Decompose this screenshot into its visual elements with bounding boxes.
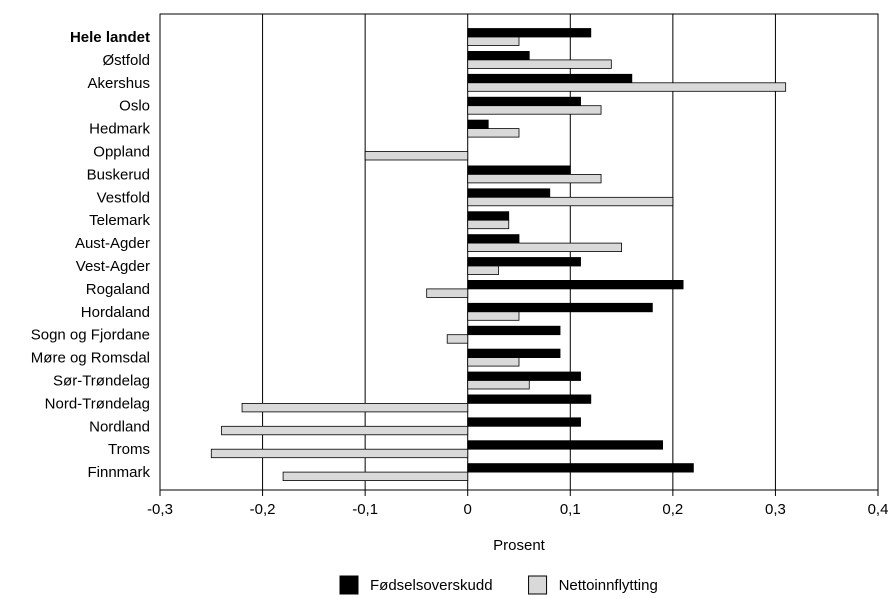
bar — [467, 211, 510, 221]
y-tick-label: Troms — [108, 441, 150, 458]
bar — [467, 96, 581, 107]
bar — [467, 73, 633, 84]
legend-label: Nettoinnflytting — [559, 577, 658, 594]
y-tick-label: Aust-Agder — [75, 235, 150, 252]
bar — [467, 28, 592, 38]
x-tick-label: 0,1 — [560, 501, 581, 518]
bar — [467, 51, 530, 61]
x-tick-label: 0,2 — [662, 501, 683, 518]
y-tick-label: Hele landet — [70, 29, 150, 46]
y-tick-label: Nord-Trøndelag — [45, 395, 150, 412]
y-tick-label: Sør-Trøndelag — [53, 372, 150, 389]
bar — [467, 357, 520, 367]
bar — [467, 279, 684, 290]
y-tick-label: Vest-Agder — [76, 258, 150, 275]
x-tick-label: -0,1 — [352, 501, 378, 518]
y-tick-label: Nordland — [89, 418, 150, 435]
bar — [467, 325, 561, 336]
y-tick-label: Møre og Romsdal — [31, 350, 150, 367]
y-tick-label: Akershus — [87, 75, 150, 92]
y-tick-label: Hedmark — [89, 121, 150, 138]
bar — [467, 311, 520, 321]
bar — [467, 380, 530, 390]
bar — [467, 394, 592, 404]
x-tick-label: 0,4 — [868, 501, 889, 518]
y-tick-label: Oppland — [93, 143, 150, 160]
y-tick-label: Finnmark — [87, 464, 150, 481]
bar — [467, 440, 664, 450]
bar — [467, 371, 581, 381]
x-axis-title: Prosent — [493, 537, 546, 554]
bar — [282, 471, 469, 482]
legend-swatch — [339, 575, 359, 595]
legend-label: Fødselsoverskudd — [370, 577, 493, 594]
bar — [467, 105, 602, 115]
y-tick-label: Hordaland — [81, 304, 150, 321]
bar — [467, 265, 499, 275]
y-tick-label: Telemark — [89, 212, 150, 229]
bar — [241, 402, 469, 413]
x-tick-label: 0,3 — [765, 501, 786, 518]
legend-swatch — [528, 575, 548, 595]
bar — [467, 36, 520, 46]
x-tick-label: 0 — [464, 501, 472, 518]
y-tick-label: Sogn og Fjordane — [31, 327, 150, 344]
y-tick-label: Vestfold — [97, 189, 150, 206]
bar — [467, 165, 571, 175]
bar — [467, 348, 561, 359]
bar — [467, 219, 510, 230]
bar — [467, 188, 551, 198]
bar — [467, 128, 520, 138]
bar — [467, 196, 674, 207]
bar — [426, 288, 469, 298]
bar — [467, 59, 612, 69]
y-tick-label: Oslo — [119, 98, 150, 115]
bar — [210, 448, 469, 459]
bar — [467, 82, 787, 92]
y-tick-label: Rogaland — [86, 281, 150, 298]
bar — [467, 242, 622, 253]
bar — [467, 257, 581, 267]
x-tick-label: -0,3 — [147, 501, 173, 518]
bar — [467, 234, 520, 244]
bar — [364, 151, 469, 161]
bar — [467, 463, 694, 473]
x-tick-label: -0,2 — [250, 501, 276, 518]
bar — [467, 173, 602, 184]
bar — [446, 334, 469, 344]
bar — [221, 425, 469, 436]
bar — [467, 417, 581, 427]
y-tick-label: Buskerud — [87, 166, 150, 183]
bar — [467, 119, 489, 129]
bar — [467, 302, 653, 313]
y-tick-label: Østfold — [102, 52, 150, 69]
